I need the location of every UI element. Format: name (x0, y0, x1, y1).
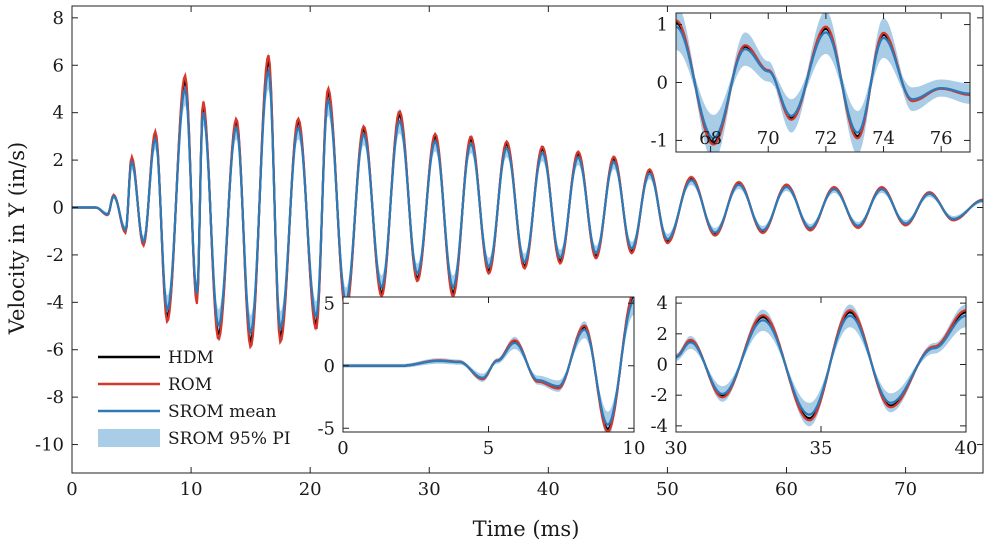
inset-top-right-srom-mean-line (676, 25, 970, 140)
inset-bottom-middle-srom-mean-line (343, 299, 634, 426)
inset-top-right-xtick-label: 68 (699, 128, 722, 149)
main-ytick-label: 0 (53, 197, 64, 218)
main-srom-mean-line (72, 66, 983, 335)
inset-bottom-right-ytick-label: 4 (657, 293, 668, 314)
inset-top-right-xtick-label: 72 (814, 128, 837, 149)
inset-top-right-ytick-label: 1 (657, 15, 668, 36)
inset-top-right-xtick-label: 76 (930, 128, 953, 149)
main-xtick-label: 10 (180, 479, 203, 500)
inset-bottom-right-xtick-label: 40 (955, 438, 978, 459)
main-xtick-label: 30 (418, 479, 441, 500)
main-series (72, 52, 983, 350)
inset-top-right-ytick-label: -1 (650, 130, 668, 151)
inset-top-right: 68 70 72 74 76 1 0 -1 (650, 12, 971, 153)
main-ytick-label: 2 (53, 150, 64, 171)
inset-bottom-right-xtick-label: 30 (665, 438, 688, 459)
inset-bottom-right-srom-mean-line (676, 314, 966, 416)
main-ytick-label: -4 (46, 292, 64, 313)
legend-label-hdm: HDM (168, 348, 214, 368)
legend-label-srom-95-pi: SROM 95% PI (168, 429, 291, 449)
inset-bottom-right-ytick-label: -2 (650, 385, 668, 406)
inset-bottom-right-srom-pi-band (676, 304, 966, 427)
legend: HDM ROM SROM mean SROM 95% PI (98, 348, 291, 449)
main-xtick-label: 40 (537, 479, 560, 500)
inset-bottom-right-xtick-label: 35 (810, 438, 833, 459)
main-xtick-label: 50 (656, 479, 679, 500)
main-ytick-label: -6 (46, 340, 64, 361)
inset-top-right-xtick-label: 74 (872, 128, 895, 149)
main-ytick-label: 4 (53, 103, 64, 124)
inset-bottom-middle-ytick-label: 5 (324, 293, 335, 314)
inset-bottom-right-ytick-label: 2 (657, 324, 668, 345)
inset-bottom-right-ytick-label: -4 (650, 416, 668, 437)
inset-bottom-right-ytick-label: 0 (657, 355, 668, 376)
inset-bottom-middle-ytick-label: -5 (317, 418, 335, 439)
inset-bottom-middle-xtick-label: 5 (483, 438, 494, 459)
inset-top-right-ytick-label: 0 (657, 73, 668, 94)
main-xtick-label: 70 (894, 479, 917, 500)
legend-label-srom-mean: SROM mean (168, 402, 277, 422)
y-axis-label: Velocity in Y (in/s) (5, 142, 29, 335)
main-ytick-label: 6 (53, 55, 64, 76)
inset-bottom-middle-xtick-label: 0 (337, 438, 348, 459)
main-frame (71, 5, 984, 474)
inset-top-right-series (676, 13, 970, 152)
inset-bottom-right: 30 35 40 4 2 0 -2 -4 (650, 293, 977, 459)
main-xtick-label: 0 (66, 479, 77, 500)
inset-bottom-right-series (676, 304, 966, 427)
main-xtick-label: 20 (299, 479, 322, 500)
legend-label-rom: ROM (168, 375, 212, 395)
inset-top-right-xtick-label: 70 (757, 128, 780, 149)
main-ytick-label: 8 (53, 8, 64, 29)
inset-bottom-right-background (676, 297, 966, 432)
legend-swatch-srom-95-pi (98, 429, 160, 447)
inset-bottom-middle-xtick-label: 10 (623, 438, 646, 459)
main-ytick-label: -10 (35, 435, 64, 456)
main-xtick-label: 60 (775, 479, 798, 500)
inset-bottom-middle-series (343, 297, 634, 432)
x-axis-label: Time (ms) (473, 517, 580, 541)
main-ytick-label: -8 (46, 387, 64, 408)
inset-bottom-middle-ytick-label: 0 (324, 356, 335, 377)
main-ytick-label: -2 (46, 245, 64, 266)
